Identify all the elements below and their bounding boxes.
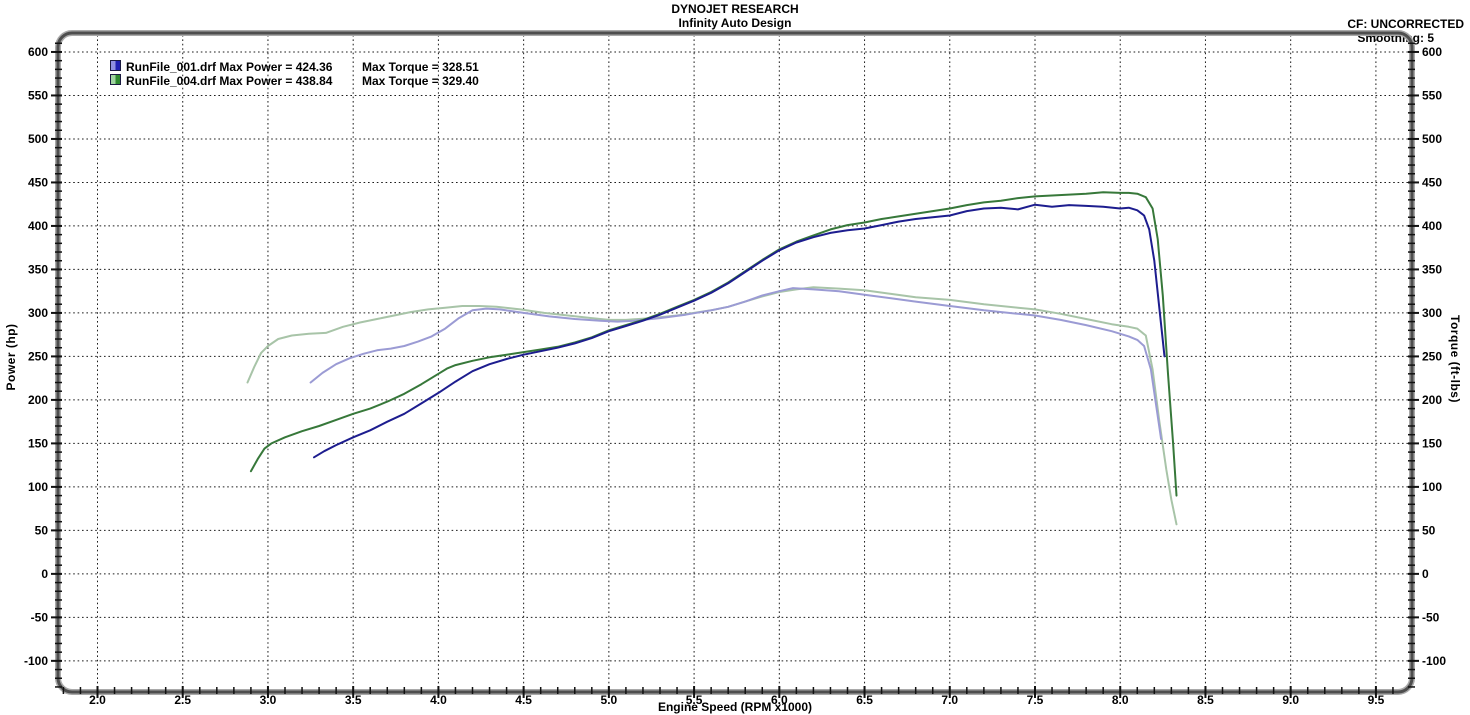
run1-max-torque: Max Torque = 328.51 <box>362 60 479 74</box>
run1-swatch-icon <box>110 60 121 71</box>
chart-header: DYNOJET RESEARCH Infinity Auto Design <box>0 2 1470 30</box>
x-tick-label: 5.5 <box>686 693 703 707</box>
x-tick-label: 9.0 <box>1282 693 1299 707</box>
x-tick-label: 7.5 <box>1027 693 1044 707</box>
y-tick-label-left: 550 <box>28 88 48 102</box>
curve-runfile-004-torque-ft-lbs- <box>246 286 1178 526</box>
y-tick-label-left: 500 <box>28 132 48 146</box>
x-tick-label: 2.0 <box>89 693 106 707</box>
y-tick-label-left: 400 <box>28 219 48 233</box>
y-tick-label-right: 450 <box>1422 175 1442 189</box>
x-tick-label: 6.5 <box>856 693 873 707</box>
x-tick-label: 8.5 <box>1197 693 1214 707</box>
x-tick-label: 4.0 <box>430 693 447 707</box>
y-tick-label-left: -100 <box>24 654 48 668</box>
legend: RunFile_001.drf Max Power = 424.36 Max T… <box>110 60 479 88</box>
y-tick-label-right: -50 <box>1422 610 1440 624</box>
chart-subtitle: Infinity Auto Design <box>678 16 792 30</box>
y-tick-label-right: 100 <box>1422 480 1442 494</box>
x-tick-label: 5.0 <box>601 693 618 707</box>
left-axis-title: Power (hp) <box>4 323 18 391</box>
y-tick-label-right: 300 <box>1422 306 1442 320</box>
x-tick-label: 9.5 <box>1368 693 1385 707</box>
y-tick-label-left: 600 <box>28 45 48 59</box>
x-tick-label: 3.0 <box>260 693 277 707</box>
run4-max-torque: Max Torque = 329.40 <box>362 74 479 88</box>
y-tick-label-right: 150 <box>1422 436 1442 450</box>
curve-runfile-001-power-hp- <box>313 203 1166 459</box>
y-tick-label-left: -50 <box>31 610 49 624</box>
y-tick-label-right: -100 <box>1422 654 1446 668</box>
run4-file: RunFile_004.drf <box>126 74 217 88</box>
y-tick-label-left: 50 <box>35 523 49 537</box>
correction-info: CF: UNCORRECTED Smoothing: 5 <box>1334 3 1464 59</box>
y-tick-label-left: 250 <box>28 349 48 363</box>
plot-border-outer <box>55 30 1415 695</box>
y-tick-label-left: 450 <box>28 175 48 189</box>
x-tick-label: 2.5 <box>174 693 191 707</box>
y-tick-label-right: 550 <box>1422 88 1442 102</box>
right-axis-title: Torque (ft-lbs) <box>1448 315 1462 403</box>
y-tick-label-right: 200 <box>1422 393 1442 407</box>
y-tick-label-left: 200 <box>28 393 48 407</box>
y-tick-label-left: 350 <box>28 262 48 276</box>
run4-swatch-icon <box>110 74 121 85</box>
y-tick-label-right: 600 <box>1422 45 1442 59</box>
y-tick-label-left: 100 <box>28 480 48 494</box>
chart-title: DYNOJET RESEARCH <box>671 2 799 16</box>
y-tick-label-right: 0 <box>1422 567 1429 581</box>
x-tick-label: 4.5 <box>515 693 532 707</box>
y-tick-label-right: 500 <box>1422 132 1442 146</box>
y-tick-label-right: 400 <box>1422 219 1442 233</box>
y-tick-label-left: 300 <box>28 306 48 320</box>
run1-file: RunFile_001.drf <box>126 60 217 74</box>
y-tick-label-right: 250 <box>1422 349 1442 363</box>
run4-max-power: Max Power = 438.84 <box>219 74 333 88</box>
y-tick-label-right: 50 <box>1422 523 1436 537</box>
curve-runfile-004-power-hp- <box>249 191 1178 497</box>
run1-max-power: Max Power = 424.36 <box>219 60 333 74</box>
x-tick-label: 7.0 <box>941 693 958 707</box>
x-tick-label: 8.0 <box>1112 693 1129 707</box>
y-tick-label-right: 350 <box>1422 262 1442 276</box>
x-tick-label: 6.0 <box>771 693 788 707</box>
plot-border <box>56 31 1414 694</box>
cf-label: CF: UNCORRECTED <box>1347 17 1464 31</box>
y-tick-label-left: 0 <box>41 567 48 581</box>
x-tick-label: 3.5 <box>345 693 362 707</box>
y-tick-label-left: 150 <box>28 436 48 450</box>
curve-runfile-001-torque-ft-lbs- <box>309 287 1163 440</box>
x-axis-title: Engine Speed (RPM x1000) <box>657 700 813 714</box>
legend-row-run1: RunFile_001.drf Max Power = 424.36 Max T… <box>110 60 479 74</box>
legend-row-run4: RunFile_004.drf Max Power = 438.84 Max T… <box>110 74 479 88</box>
